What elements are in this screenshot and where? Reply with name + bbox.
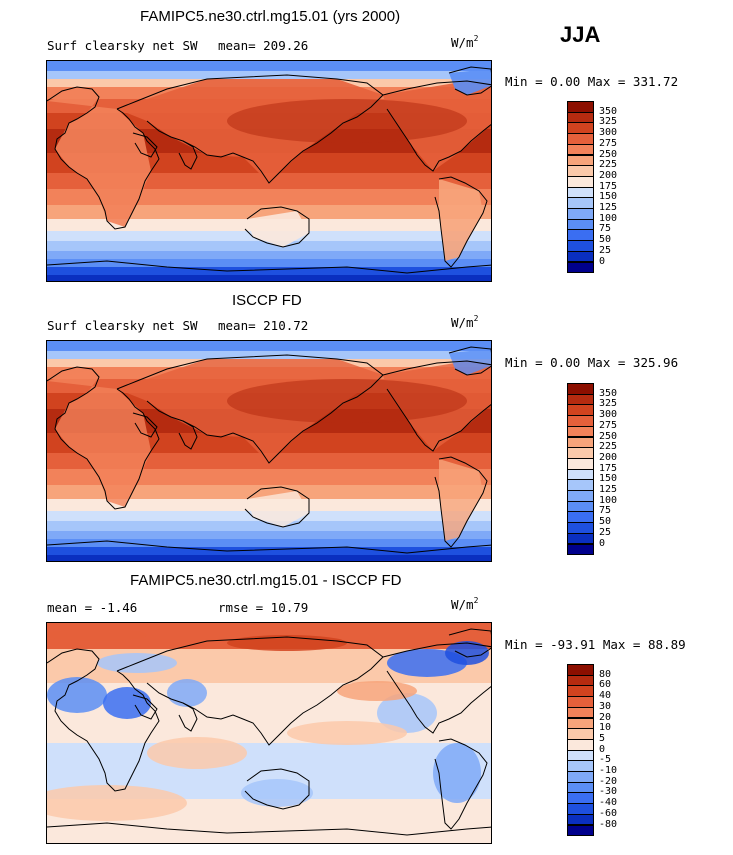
colorbar-swatch bbox=[567, 824, 594, 837]
panel-3-mean: mean = -1.46 bbox=[47, 600, 138, 615]
panel-3-rmse: rmse = 10.79 bbox=[218, 600, 309, 615]
colorbar-tick-label: 75 bbox=[599, 223, 612, 235]
colorbar-tick-label: 125 bbox=[599, 484, 618, 495]
colorbar-tick-label: 40 bbox=[599, 690, 612, 702]
colorbar-tick-label: 50 bbox=[599, 516, 612, 528]
colorbar-tick-label: 80 bbox=[599, 668, 612, 680]
colorbar-tick-label: 250 bbox=[599, 430, 618, 442]
colorbar-tick-label: 10 bbox=[599, 722, 612, 734]
colorbar-tick-label: 150 bbox=[599, 473, 618, 485]
colorbar-tick-label: 50 bbox=[599, 234, 612, 246]
colorbar-tick-label: 20 bbox=[599, 711, 612, 723]
colorbar-tick-label: -80 bbox=[599, 818, 618, 830]
colorbar-tick-label: -5 bbox=[599, 754, 612, 766]
colorbar-tick-label: 200 bbox=[599, 451, 618, 463]
panel-3-units: W/m2 bbox=[451, 596, 479, 612]
panel-2-minmax: Min = 0.00 Max = 325.96 bbox=[505, 355, 679, 370]
colorbar-tick-label: 225 bbox=[599, 441, 618, 453]
colorbar-tick-label: 350 bbox=[599, 387, 618, 399]
colorbar-tick-label: 175 bbox=[599, 180, 618, 192]
colorbar-tick-label: 5 bbox=[599, 732, 606, 744]
panel-2-map bbox=[46, 340, 492, 562]
colorbar-tick-label: 325 bbox=[599, 398, 618, 410]
panel-1-title: FAMIPC5.ne30.ctrl.mg15.01 (yrs 2000) bbox=[140, 8, 401, 25]
colorbar-tick-label: 125 bbox=[599, 202, 618, 213]
panel-3-minmax: Min = -93.91 Max = 88.89 bbox=[505, 637, 686, 652]
colorbar-tick-label: 175 bbox=[599, 462, 618, 474]
colorbar-tick-label: 300 bbox=[599, 409, 618, 421]
panel-1-mean: mean= 209.26 bbox=[218, 38, 309, 53]
colorbar-tick-label: -60 bbox=[599, 807, 618, 819]
colorbar-tick-label: 30 bbox=[599, 700, 612, 712]
panel-1-minmax: Min = 0.00 Max = 331.72 bbox=[505, 74, 679, 89]
colorbar-tick-label: 300 bbox=[599, 127, 618, 139]
panel-2-variable: Surf clearsky net SW bbox=[47, 318, 198, 333]
colorbar-tick-label: 275 bbox=[599, 137, 618, 149]
colorbar-tick-label: 25 bbox=[599, 526, 612, 538]
colorbar-tick-label: 250 bbox=[599, 148, 618, 160]
colorbar-swatch bbox=[567, 261, 594, 274]
colorbar-tick-label: 150 bbox=[599, 191, 618, 203]
season-label: JJA bbox=[560, 22, 601, 47]
colorbar-swatch bbox=[567, 543, 594, 556]
panel-2-units: W/m2 bbox=[451, 314, 479, 330]
panel-1-map bbox=[46, 60, 492, 282]
panel-1-units: W/m2 bbox=[451, 34, 479, 50]
colorbar-tick-label: 200 bbox=[599, 169, 618, 181]
panel-1-variable: Surf clearsky net SW bbox=[47, 38, 198, 53]
panel-2-title: ISCCP FD bbox=[232, 292, 302, 309]
colorbar-tick-label: 325 bbox=[599, 116, 618, 128]
panel-3-title: FAMIPC5.ne30.ctrl.mg15.01 - ISCCP FD bbox=[130, 572, 402, 589]
colorbar-tick-label: 0 bbox=[599, 537, 606, 549]
colorbar-tick-label: 350 bbox=[599, 105, 618, 117]
colorbar-tick-label: 75 bbox=[599, 505, 612, 517]
panel-2-mean: mean= 210.72 bbox=[218, 318, 309, 333]
colorbar-tick-label: 0 bbox=[599, 255, 606, 267]
panel-3-map bbox=[46, 622, 492, 844]
colorbar-tick-label: 225 bbox=[599, 159, 618, 171]
colorbar-tick-label: 100 bbox=[599, 212, 618, 224]
colorbar-tick-label: 275 bbox=[599, 419, 618, 431]
colorbar-tick-label: 60 bbox=[599, 679, 612, 691]
colorbar-tick-label: 0 bbox=[599, 743, 606, 755]
colorbar-tick-label: -10 bbox=[599, 765, 618, 776]
colorbar-tick-label: -30 bbox=[599, 786, 618, 798]
colorbar-tick-label: -40 bbox=[599, 797, 618, 809]
colorbar-tick-label: -20 bbox=[599, 775, 618, 787]
colorbar-tick-label: 25 bbox=[599, 244, 612, 256]
colorbar-tick-label: 100 bbox=[599, 494, 618, 506]
